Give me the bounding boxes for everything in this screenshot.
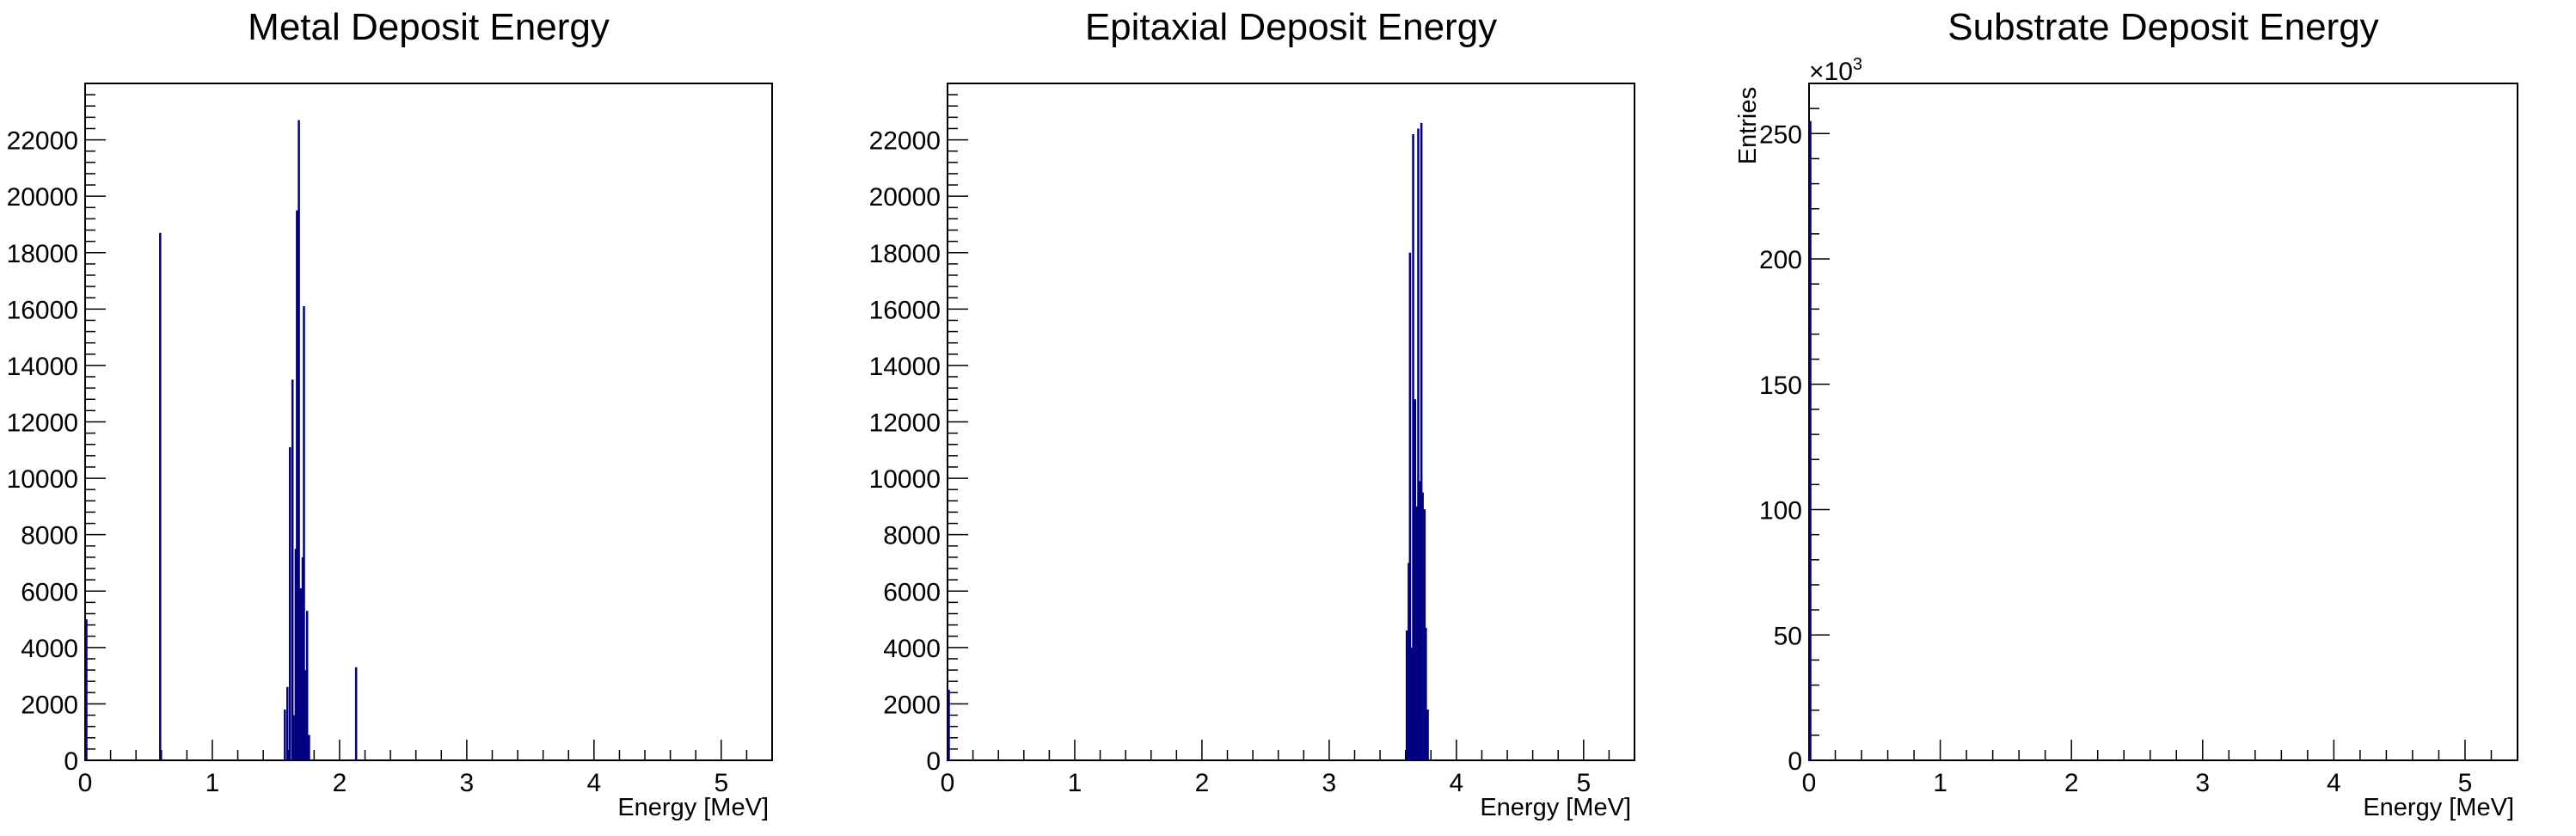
y-exponent-label: ×103 (1809, 55, 1862, 86)
x-tick-label: 5 (1576, 769, 1591, 797)
x-tick-label: 4 (2327, 769, 2341, 797)
y-tick-label: 6000 (21, 578, 78, 606)
histogram-bins (948, 122, 1429, 760)
y-tick-label: 8000 (21, 522, 78, 550)
x-tick-label: 5 (714, 769, 728, 797)
x-tick-label: 4 (587, 769, 602, 797)
y-tick-label: 50 (1774, 622, 1802, 650)
histogram-panel-1: Metal Deposit Energy 0 1 2 3 4 5 0 2000 4000 6000 8… (7, 6, 773, 821)
y-tick-label: 16000 (869, 296, 941, 324)
y-tick-label: 16000 (7, 296, 78, 324)
x-tick-label: 2 (333, 769, 347, 797)
x-tick-label: 0 (1802, 769, 1817, 797)
histogram-bins (85, 120, 358, 760)
y-tick-label: 2000 (883, 691, 941, 719)
x-tick-label: 3 (1322, 769, 1337, 797)
panel-title: Epitaxial Deposit Energy (1085, 6, 1497, 48)
y-tick-label: 2000 (21, 691, 78, 719)
x-tick-label: 4 (1450, 769, 1464, 797)
y-tick-label: 0 (1788, 747, 1802, 776)
panel-title: Substrate Deposit Energy (1947, 6, 2378, 48)
y-tick-label: 250 (1759, 120, 1802, 149)
x-tick-label: 5 (2458, 769, 2473, 797)
x-tick-label: 2 (1195, 769, 1210, 797)
y-tick-label: 6000 (883, 578, 941, 606)
y-tick-label: 22000 (869, 127, 941, 156)
plot-frame (947, 83, 1635, 761)
y-tick-label: 4000 (883, 635, 941, 663)
y-tick-label: 8000 (883, 522, 941, 550)
x-tick-label: 3 (2195, 769, 2210, 797)
x-tick-label: 0 (941, 769, 955, 797)
y-tick-label: 10000 (7, 465, 78, 494)
y-tick-label: 0 (926, 747, 941, 776)
y-tick-label: 20000 (7, 183, 78, 212)
y-tick-label: 12000 (7, 409, 78, 438)
y-axis-label: Entries (1734, 87, 1762, 164)
panel-title: Metal Deposit Energy (248, 6, 610, 48)
x-axis-label: Energy [MeV] (2363, 794, 2514, 821)
x-tick-label: 3 (460, 769, 475, 797)
y-tick-label: 14000 (869, 353, 941, 381)
y-tick-label: 18000 (869, 240, 941, 268)
x-axis-label: Energy [MeV] (617, 794, 769, 821)
y-tick-label: 14000 (7, 353, 78, 381)
y-tick-label: 150 (1759, 372, 1802, 400)
y-tick-label: 20000 (869, 183, 941, 212)
y-tick-label: 12000 (869, 409, 941, 438)
histogram-panel-2: Epitaxial Deposit Energy 0 1 2 3 4 5 0 2000 4000 6… (869, 6, 1635, 821)
y-tick-label: 0 (64, 747, 78, 776)
y-tick-label: 10000 (869, 465, 941, 494)
x-tick-label: 1 (205, 769, 220, 797)
y-tick-label: 4000 (21, 635, 78, 663)
x-tick-label: 1 (1933, 769, 1947, 797)
y-tick-label: 22000 (7, 127, 78, 156)
x-tick-label: 0 (78, 769, 93, 797)
y-tick-label: 18000 (7, 240, 78, 268)
plot-frame (1808, 83, 2518, 761)
x-tick-label: 2 (2064, 769, 2079, 797)
y-tick-label: 100 (1759, 497, 1802, 526)
x-tick-label: 1 (1068, 769, 1083, 797)
plot-frame (84, 83, 773, 761)
y-tick-label: 200 (1759, 246, 1802, 274)
x-axis-label: Energy [MeV] (1480, 794, 1631, 821)
